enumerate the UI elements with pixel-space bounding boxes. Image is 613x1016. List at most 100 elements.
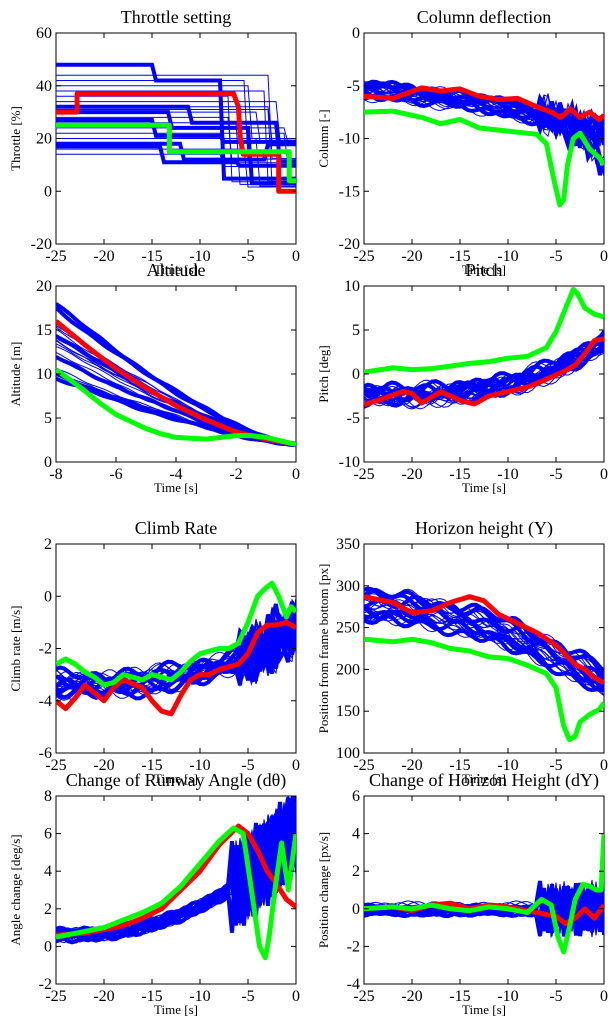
series-group: [364, 586, 604, 743]
series-group: [56, 302, 296, 448]
y-tick-label: 15: [36, 322, 52, 339]
x-tick-label: -10: [189, 248, 210, 265]
blue-trial-line: [56, 306, 296, 448]
x-tick-label: -20: [93, 988, 114, 1005]
y-tick-label: 0: [44, 588, 52, 605]
y-tick-label: 60: [36, 25, 52, 42]
y-tick-label: -2: [39, 641, 52, 658]
chart-title: Throttle setting: [121, 7, 231, 27]
series-group: [56, 580, 296, 717]
y-tick-label: 10: [36, 366, 52, 383]
x-tick-label: 0: [600, 466, 608, 483]
x-tick-label: -10: [497, 466, 518, 483]
x-tick-label: -25: [353, 248, 374, 265]
blue-trial-line: [56, 607, 296, 701]
y-tick-label: 0: [44, 183, 52, 200]
y-tick-label: 2: [44, 901, 52, 918]
x-tick-label: 0: [600, 248, 608, 265]
y-tick-label: -5: [347, 410, 360, 427]
x-tick-label: -5: [549, 248, 562, 265]
chart-title: Altitude: [147, 260, 206, 280]
y-tick-label: -5: [347, 78, 360, 95]
x-tick-label: -20: [401, 988, 422, 1005]
y-tick-label: -10: [339, 454, 360, 471]
x-tick-label: -6: [109, 466, 122, 483]
y-tick-label: 200: [336, 661, 360, 678]
chart-panel-3: Altitude -8 -6 -4 -2 0 0 5 10 15 20 Time [s] Altitud…: [8, 260, 300, 495]
x-tick-label: -25: [353, 757, 374, 774]
blue-trial-line: [364, 85, 604, 140]
blue-trial-line: [56, 90, 296, 182]
blue-trial-line: [56, 144, 296, 168]
y-tick-label: 10: [344, 278, 360, 295]
y-tick-label: 300: [336, 578, 360, 595]
blue-trial-line: [56, 109, 296, 184]
y-tick-label: -4: [39, 693, 52, 710]
y-tick-label: 6: [352, 788, 360, 805]
x-tick-label: -10: [497, 988, 518, 1005]
green-series-line: [56, 580, 296, 688]
x-tick-label: 0: [292, 248, 300, 265]
y-axis-label: Throttle [%]: [8, 106, 23, 171]
x-tick-label: 0: [600, 988, 608, 1005]
blue-trial-line: [364, 91, 604, 143]
x-axis-label: Time [s]: [462, 262, 506, 277]
x-tick-label: -20: [401, 466, 422, 483]
y-tick-label: 20: [36, 278, 52, 295]
x-tick-label: -8: [49, 466, 62, 483]
x-tick-label: -25: [45, 248, 66, 265]
y-tick-label: -20: [339, 236, 360, 253]
chart-panel-7: Change of Runway Angle (dθ)-25 -20 -15 -10-…: [8, 770, 300, 1016]
y-tick-label: -15: [339, 183, 360, 200]
y-axis-label: Pitch [deg]: [316, 345, 331, 402]
y-tick-label: 0: [352, 25, 360, 42]
x-axis-label: Time [s]: [462, 1002, 506, 1016]
x-tick-label: -25: [353, 466, 374, 483]
x-axis-label: Time [s]: [154, 1002, 198, 1016]
x-tick-label: -5: [549, 988, 562, 1005]
y-axis-label: Climb rate [m/s]: [8, 606, 23, 692]
y-tick-label: 250: [336, 620, 360, 637]
blue-trial-line: [364, 89, 604, 144]
x-tick-label: 0: [292, 988, 300, 1005]
y-tick-label: 20: [36, 131, 52, 148]
series-group: [364, 79, 604, 208]
x-tick-label: -25: [45, 757, 66, 774]
blue-trial-line: [56, 101, 296, 141]
x-axis-label: Time [s]: [154, 262, 198, 277]
x-tick-label: -15: [141, 248, 162, 265]
y-axis-label: Altitude [m]: [8, 342, 23, 407]
red-series-line: [364, 336, 604, 408]
y-tick-label: 2: [352, 863, 360, 880]
x-tick-label: -5: [241, 757, 254, 774]
x-tick-label: -10: [497, 248, 518, 265]
chart-title: Climb Rate: [135, 518, 218, 538]
red-series-line: [56, 91, 296, 194]
green-series-line: [364, 833, 604, 955]
y-tick-label: 350: [336, 536, 360, 553]
y-tick-label: 0: [44, 454, 52, 471]
y-axis-label: Position from frame bottom [px]: [316, 564, 331, 734]
green-series-line: [364, 287, 604, 375]
x-tick-label: -25: [45, 988, 66, 1005]
x-tick-label: -10: [189, 757, 210, 774]
x-axis-label: Time [s]: [462, 771, 506, 786]
blue-trial-line: [56, 118, 296, 144]
axes-box: [55, 795, 297, 985]
red-series-line: [56, 619, 296, 717]
series-group: [364, 287, 604, 410]
x-axis-label: Time [s]: [154, 771, 198, 786]
y-tick-label: -20: [31, 236, 52, 253]
y-tick-label: 0: [352, 366, 360, 383]
blue-trial-line: [56, 132, 296, 165]
chart-title: Change of Horizon Height (dY): [369, 770, 599, 791]
x-tick-label: -5: [549, 757, 562, 774]
blue-trial-line: [56, 806, 296, 944]
y-tick-label: 4: [352, 826, 360, 843]
y-tick-label: -4: [347, 976, 360, 993]
x-tick-label: -25: [353, 988, 374, 1005]
blue-trial-line: [56, 74, 296, 159]
x-tick-label: -5: [241, 988, 254, 1005]
blue-trial-line: [56, 80, 296, 160]
